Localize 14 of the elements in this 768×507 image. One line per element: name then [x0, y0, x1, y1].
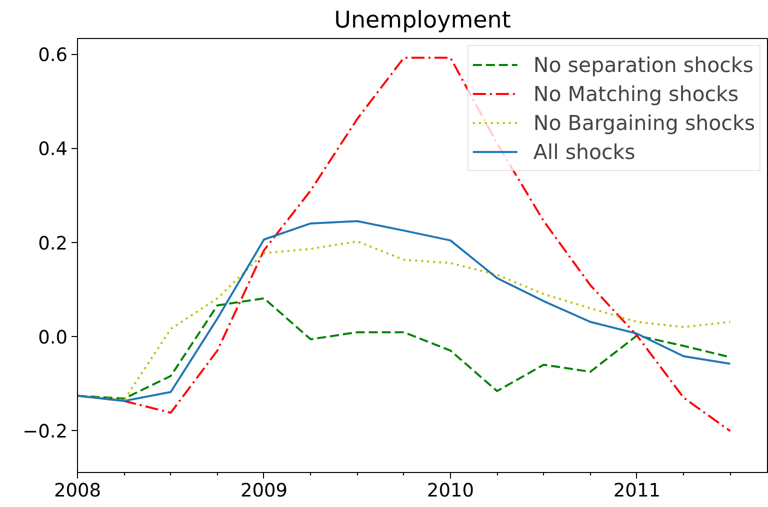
y-tick-label: 0.0	[38, 327, 68, 348]
legend-label: All shocks	[533, 138, 636, 166]
y-tick-label: 0.6	[38, 45, 68, 66]
y-tick-label: 0.4	[38, 139, 68, 160]
x-tick-label: 2011	[613, 480, 661, 502]
legend-label: No Bargaining shocks	[533, 110, 755, 136]
legend-label: No separation shocks	[533, 52, 754, 78]
chart-title: Unemployment	[334, 8, 511, 34]
legend-label: No Matching shocks	[533, 80, 739, 108]
y-tick-label: −0.2	[22, 422, 68, 443]
x-tick-label: 2010	[426, 480, 474, 502]
y-tick-label: 0.2	[38, 233, 68, 254]
x-tick-label: 2009	[240, 480, 288, 502]
x-tick-label: 2008	[54, 480, 102, 502]
